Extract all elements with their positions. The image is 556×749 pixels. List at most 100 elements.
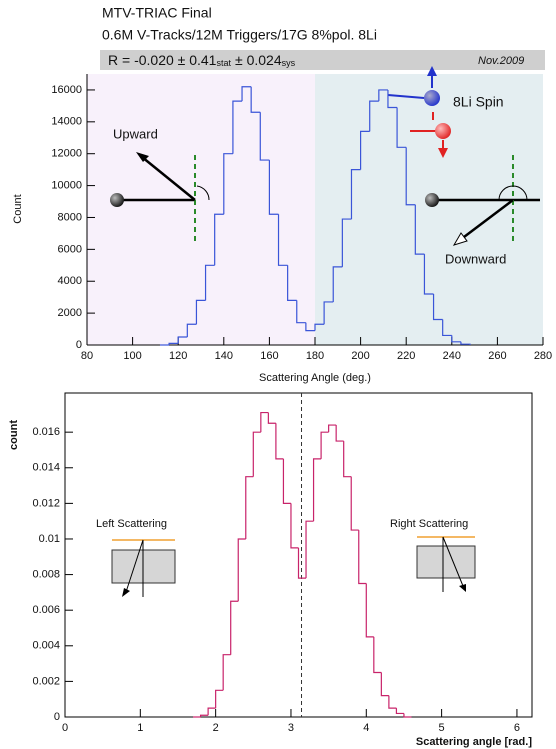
right-label: Right Scattering: [390, 518, 468, 530]
r-sys: sys: [282, 58, 296, 68]
arrow-head: [438, 148, 448, 158]
arrow-head: [427, 66, 437, 76]
histogram-bin: [268, 160, 279, 215]
histogram-bin: [414, 204, 425, 255]
x-tick-label: 280: [534, 350, 552, 362]
r-box: [100, 50, 545, 70]
arrow-head: [452, 232, 468, 246]
y-tick-label: 14000: [51, 116, 82, 128]
histogram-bin: [267, 412, 276, 424]
target-ball: [110, 193, 124, 207]
x-tick-label: 0: [62, 722, 68, 734]
histogram-bin: [305, 520, 314, 579]
histogram-bin: [387, 89, 398, 109]
histogram-bin: [323, 301, 334, 325]
arrow-head: [459, 584, 466, 592]
histogram-bin: [241, 86, 252, 102]
x-tick-label: 2: [213, 722, 219, 734]
r-stat: stat: [216, 58, 231, 68]
histogram-bin: [259, 112, 270, 161]
y-tick-label: 0: [76, 339, 82, 351]
histogram-bin: [314, 323, 325, 331]
y-tick-label: 0.012: [32, 497, 60, 509]
y-tick-label: 16000: [51, 84, 82, 96]
histogram-bin: [260, 411, 269, 433]
histogram-bin: [343, 441, 352, 478]
left-region: [87, 74, 315, 345]
target-ball: [425, 193, 439, 207]
x-tick-label: 1: [137, 722, 143, 734]
histogram-bin: [328, 424, 337, 433]
histogram-bin: [230, 600, 239, 655]
x-tick-label: 260: [488, 350, 506, 362]
histogram-bin: [378, 89, 388, 102]
histogram-bin: [395, 708, 404, 715]
scatter-arrow: [125, 539, 144, 593]
histogram-bin: [214, 213, 224, 266]
spin-up-ball: [424, 90, 440, 106]
histogram-bin: [277, 214, 288, 266]
y-tick-label: 8000: [58, 211, 82, 223]
histogram-bin: [215, 689, 224, 709]
histogram-bin: [222, 654, 231, 691]
histogram-bin: [282, 458, 291, 504]
histogram-bin: [396, 107, 407, 148]
histogram-bin: [320, 431, 329, 459]
arrow-head: [122, 588, 130, 597]
y-tick-label: 0.016: [32, 426, 60, 438]
histogram-bin: [442, 319, 452, 337]
histogram-bin: [204, 264, 215, 301]
histogram-bin: [290, 503, 299, 549]
scatter-arrow: [442, 536, 464, 587]
x-tick-label: 4: [363, 722, 369, 734]
histogram-bin: [168, 342, 179, 345]
histogram-bin: [360, 130, 370, 170]
histogram-bin: [195, 299, 206, 325]
plot-frame: [64, 392, 533, 718]
x-tick-label: 5: [439, 722, 445, 734]
detector: [416, 545, 476, 579]
y-tick-label: 0.01: [39, 533, 60, 545]
histogram-bin: [380, 672, 389, 697]
histogram-bin: [373, 636, 382, 674]
histogram-bin: [405, 147, 416, 206]
x-tick-label: 160: [260, 350, 278, 362]
date: Nov.2009: [478, 55, 524, 67]
histogram-bin: [186, 323, 197, 338]
histogram-bin: [332, 266, 343, 302]
downward-label: Downward: [445, 251, 506, 266]
x-tick-label: 6: [514, 722, 520, 734]
downward-arrow: [459, 199, 514, 241]
y-tick-label: 0.008: [32, 568, 60, 580]
chart-title: MTV-TRIAC Final: [102, 5, 212, 21]
histogram-bin: [451, 335, 461, 343]
histogram-bin: [296, 300, 306, 324]
y-tick-label: 0: [54, 711, 60, 723]
r-sys-main: ± 0.024: [235, 52, 282, 68]
histogram-bin: [237, 538, 246, 602]
histogram-bin: [369, 100, 379, 132]
upward-arrow: [141, 156, 196, 201]
histogram-bin: [432, 293, 443, 321]
y-tick-label: 0.002: [32, 675, 60, 687]
y-tick-label: 0.006: [32, 604, 60, 616]
histogram-bin: [335, 425, 344, 442]
histogram-bin: [199, 714, 209, 717]
r-main: R = -0.020 ± 0.41: [108, 52, 217, 68]
histogram-bin: [312, 458, 322, 522]
histogram-bin: [365, 583, 374, 638]
y-tick-label: 2000: [58, 307, 82, 319]
y-axis-label: Count: [12, 194, 24, 223]
histogram-bin: [358, 530, 367, 585]
histogram-bin: [297, 547, 307, 579]
x-tick-label: 240: [443, 350, 461, 362]
histogram-bin: [275, 423, 284, 460]
histogram-bin: [460, 341, 471, 345]
y-tick-label: 12000: [51, 148, 82, 160]
upward-label: Upward: [113, 126, 158, 141]
histogram-bin: [177, 336, 188, 344]
y-tick-label: 6000: [58, 243, 82, 255]
x-tick-label: 80: [81, 350, 93, 362]
histogram-bin: [341, 218, 352, 267]
